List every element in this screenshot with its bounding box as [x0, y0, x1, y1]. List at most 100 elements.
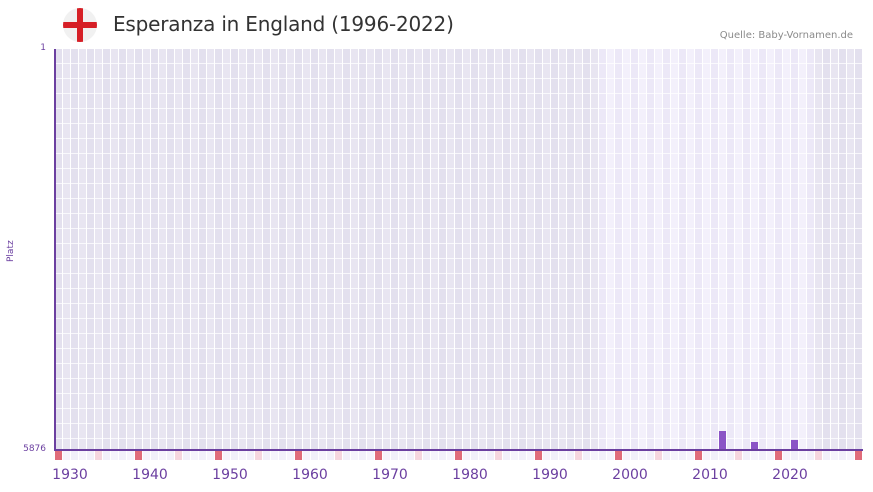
x-tick-label: 1950 [212, 467, 248, 483]
grid-column [687, 49, 694, 450]
year-cell [831, 451, 838, 460]
grid-column [383, 49, 390, 450]
grid-column [583, 49, 590, 450]
bar-2011[interactable] [719, 431, 726, 450]
year-cell [239, 451, 246, 460]
grid-column [431, 49, 438, 450]
year-cell [407, 451, 414, 460]
grid-column [855, 49, 862, 450]
year-cell [639, 451, 646, 460]
year-cell [479, 451, 486, 460]
year-cell [671, 451, 678, 460]
grid-line [55, 108, 863, 109]
year-cell [783, 451, 790, 460]
x-tick-label: 1960 [292, 467, 328, 483]
decade-marker [215, 451, 222, 460]
year-cell [551, 451, 558, 460]
grid-line [55, 183, 863, 184]
year-cell [471, 451, 478, 460]
grid-column [527, 49, 534, 450]
year-cell [703, 451, 710, 460]
year-cell [679, 451, 686, 460]
grid-column [303, 49, 310, 450]
y-axis-title: Platz [6, 240, 16, 262]
x-tick-label: 1930 [52, 467, 88, 483]
year-cell [751, 451, 758, 460]
chart-title: Esperanza in England (1996-2022) [113, 12, 454, 36]
grid-column [351, 49, 358, 450]
year-cell [159, 451, 166, 460]
grid-column [391, 49, 398, 450]
x-tick-label: 1970 [372, 467, 408, 483]
grid-column [367, 49, 374, 450]
year-cell [511, 451, 518, 460]
grid-column [167, 49, 174, 450]
x-tick-label: 2010 [692, 467, 728, 483]
bar-2020[interactable] [791, 439, 798, 450]
grid-column [567, 49, 574, 450]
grid-column [207, 49, 214, 450]
grid-line [55, 423, 863, 424]
grid-column [663, 49, 670, 450]
grid-column [215, 49, 222, 450]
grid-column [479, 49, 486, 450]
grid-line [55, 228, 863, 229]
half-decade-marker [95, 451, 102, 460]
year-cell [399, 451, 406, 460]
grid-line [55, 273, 863, 274]
source-label: Quelle: Baby-Vornamen.de [719, 30, 853, 41]
grid-column [551, 49, 558, 450]
decade-marker [295, 451, 302, 460]
year-cell [591, 451, 598, 460]
grid-column [695, 49, 702, 450]
bar-2015[interactable] [751, 442, 758, 450]
grid-line [55, 318, 863, 319]
grid-column [263, 49, 270, 450]
grid-column [807, 49, 814, 450]
grid-line [55, 138, 863, 139]
grid-column [159, 49, 166, 450]
grid-column [775, 49, 782, 450]
year-cell [687, 451, 694, 460]
grid-column [631, 49, 638, 450]
grid-column [791, 49, 798, 450]
grid-column [199, 49, 206, 450]
grid-column [63, 49, 70, 450]
year-cell [359, 451, 366, 460]
grid-column [335, 49, 342, 450]
grid-line [55, 93, 863, 94]
half-decade-marker [415, 451, 422, 460]
year-cell [719, 451, 726, 460]
year-cell [167, 451, 174, 460]
year-cell [807, 451, 814, 460]
grid-line [55, 303, 863, 304]
year-cell [71, 451, 78, 460]
year-cell [839, 451, 846, 460]
year-cell [87, 451, 94, 460]
grid-line [55, 243, 863, 244]
grid-column [151, 49, 158, 450]
grid-line [55, 363, 863, 364]
grid-line [55, 258, 863, 259]
grid-line [55, 78, 863, 79]
grid-column [327, 49, 334, 450]
grid-column [279, 49, 286, 450]
x-tick-label: 1980 [452, 467, 488, 483]
year-cell [791, 451, 798, 460]
grid-column [495, 49, 502, 450]
y-axis-top-label: 1 [40, 43, 46, 53]
grid-column [87, 49, 94, 450]
grid-line [55, 213, 863, 214]
half-decade-marker [735, 451, 742, 460]
decade-marker [535, 451, 542, 460]
half-decade-marker [335, 451, 342, 460]
grid-column [719, 49, 726, 450]
grid-column [359, 49, 366, 450]
year-cell [487, 451, 494, 460]
year-cell [103, 451, 110, 460]
grid-column [543, 49, 550, 450]
grid-column [295, 49, 302, 450]
grid-column [455, 49, 462, 450]
year-cell [439, 451, 446, 460]
grid-column [655, 49, 662, 450]
